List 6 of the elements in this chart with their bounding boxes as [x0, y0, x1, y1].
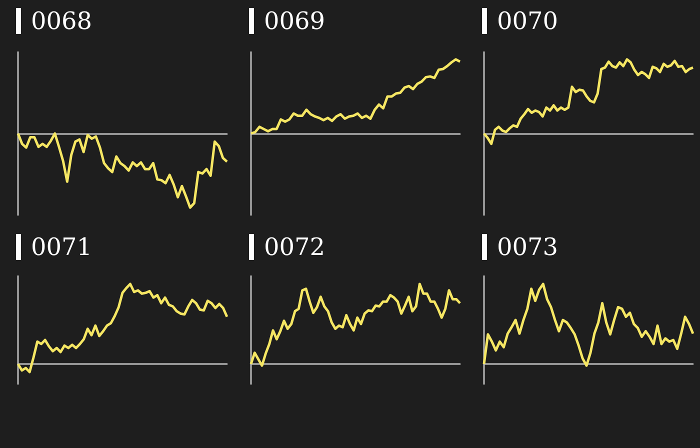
- chart-title: 0073: [482, 233, 558, 261]
- chart-title: 0071: [16, 233, 92, 261]
- chart-title: 0072: [249, 233, 326, 261]
- chart-title: 0069: [249, 7, 326, 35]
- chart-title: 0070: [482, 7, 558, 35]
- chart-title: 0068: [16, 7, 92, 35]
